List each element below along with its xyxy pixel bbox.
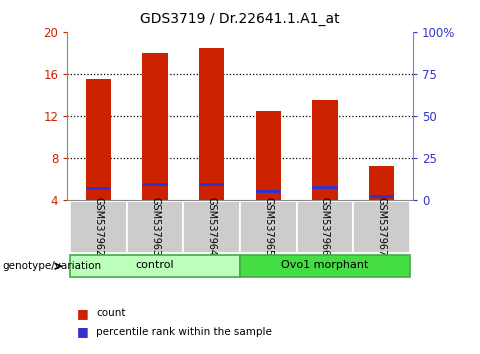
Text: GSM537965: GSM537965 — [264, 197, 273, 257]
Bar — [240, 255, 410, 277]
Text: GSM537962: GSM537962 — [94, 197, 103, 257]
Bar — [183, 201, 240, 253]
Text: ■: ■ — [77, 325, 88, 338]
Text: count: count — [96, 308, 125, 318]
Bar — [312, 100, 338, 200]
Bar — [70, 255, 240, 277]
Bar — [142, 183, 168, 186]
Bar — [85, 79, 111, 200]
Bar — [142, 53, 168, 200]
Text: ■: ■ — [77, 307, 88, 320]
Bar — [240, 201, 297, 253]
Text: GSM537966: GSM537966 — [320, 197, 330, 257]
Bar — [297, 201, 353, 253]
Bar — [199, 183, 225, 186]
Bar — [353, 201, 410, 253]
Bar — [369, 195, 395, 199]
Bar — [312, 186, 338, 189]
Text: GDS3719 / Dr.22641.1.A1_at: GDS3719 / Dr.22641.1.A1_at — [140, 12, 340, 27]
Text: percentile rank within the sample: percentile rank within the sample — [96, 327, 272, 337]
Bar — [127, 201, 183, 253]
Bar — [199, 48, 225, 200]
Text: GSM537963: GSM537963 — [150, 197, 160, 257]
Text: GSM537967: GSM537967 — [377, 197, 386, 257]
Text: control: control — [136, 261, 174, 270]
Text: GSM537964: GSM537964 — [207, 197, 216, 257]
Bar — [369, 166, 395, 200]
Text: Ovo1 morphant: Ovo1 morphant — [281, 261, 369, 270]
Bar — [85, 187, 111, 190]
Bar — [255, 190, 281, 193]
Bar — [255, 111, 281, 200]
Text: genotype/variation: genotype/variation — [2, 261, 102, 271]
Bar — [70, 201, 127, 253]
